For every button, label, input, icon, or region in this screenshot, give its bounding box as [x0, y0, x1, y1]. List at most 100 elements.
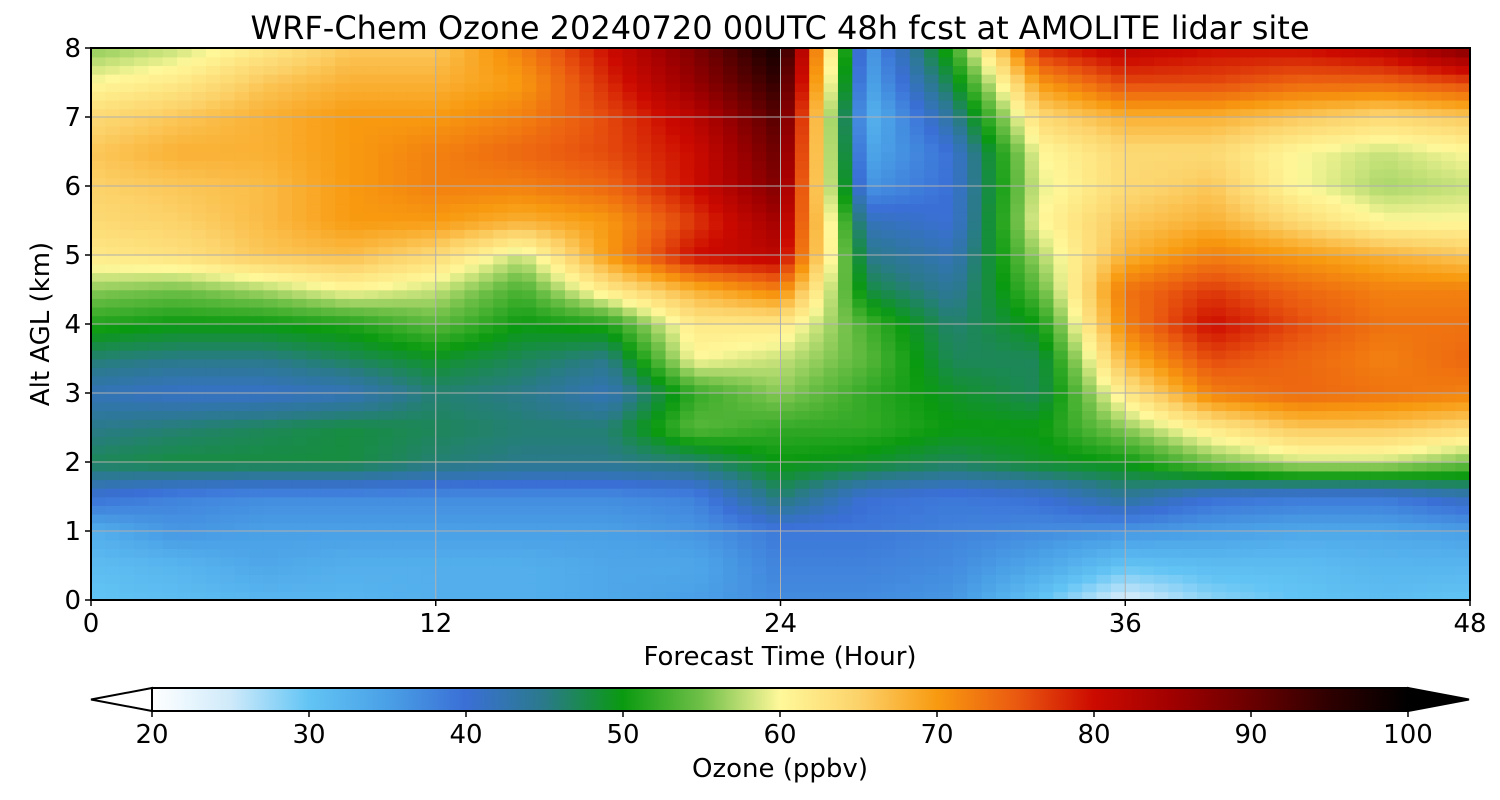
- heatmap-cell: [1182, 462, 1198, 472]
- heatmap-cell: [1082, 315, 1098, 325]
- heatmap-cell: [536, 393, 552, 403]
- heatmap-cell: [177, 298, 193, 308]
- heatmap-cell: [521, 177, 538, 187]
- heatmap-cell: [1096, 479, 1112, 489]
- heatmap-cell: [277, 349, 293, 360]
- heatmap-cell: [995, 487, 1012, 498]
- heatmap-cell: [1125, 315, 1141, 325]
- heatmap-cell: [450, 522, 466, 532]
- heatmap-cell: [292, 375, 308, 386]
- heatmap-cell: [521, 531, 538, 541]
- heatmap-cell: [579, 539, 595, 550]
- heatmap-cell: [220, 479, 236, 489]
- heatmap-cell: [363, 91, 380, 101]
- heatmap-cell: [1053, 151, 1069, 161]
- heatmap-cell: [1024, 246, 1040, 256]
- heatmap-cell: [478, 496, 494, 506]
- heatmap-cell: [995, 306, 1012, 317]
- heatmap-cell: [177, 513, 193, 524]
- heatmap-cell: [205, 298, 222, 308]
- heatmap-cell: [450, 462, 466, 472]
- heatmap-cell: [751, 556, 767, 567]
- heatmap-cell: [134, 401, 150, 412]
- heatmap-cell: [306, 73, 322, 84]
- heatmap-cell: [1197, 289, 1213, 299]
- heatmap-cell: [507, 306, 523, 317]
- heatmap-cell: [565, 73, 581, 84]
- heatmap-cell: [320, 65, 336, 75]
- heatmap-cell: [967, 263, 983, 274]
- heatmap-cell: [105, 211, 121, 222]
- heatmap-cell: [220, 237, 236, 248]
- heatmap-cell: [737, 324, 753, 334]
- heatmap-cell: [292, 91, 308, 101]
- heatmap-cell: [1024, 177, 1040, 187]
- heatmap-cell: [335, 117, 351, 127]
- heatmap-cell: [794, 418, 811, 429]
- heatmap-cell: [1053, 358, 1069, 368]
- heatmap-cell: [895, 453, 911, 463]
- heatmap-cell: [191, 82, 207, 92]
- heatmap-cell: [565, 470, 581, 481]
- heatmap-cell: [263, 539, 279, 550]
- heatmap-cell: [579, 73, 595, 84]
- heatmap-cell: [1139, 401, 1155, 412]
- heatmap-cell: [507, 203, 523, 213]
- heatmap-cell: [191, 117, 207, 127]
- heatmap-cell: [536, 186, 552, 196]
- heatmap-cell: [378, 332, 394, 343]
- heatmap-cell: [536, 418, 552, 429]
- heatmap-cell: [651, 177, 667, 187]
- heatmap-cell: [234, 186, 250, 196]
- heatmap-cell: [708, 505, 724, 515]
- heatmap-cell: [1024, 367, 1040, 377]
- heatmap-cell: [220, 384, 236, 394]
- heatmap-cell: [593, 401, 609, 412]
- heatmap-cell: [823, 56, 839, 67]
- heatmap-cell: [751, 410, 767, 420]
- heatmap-cell: [1067, 211, 1083, 222]
- heatmap-cell: [435, 160, 451, 170]
- heatmap-cell: [1082, 341, 1098, 351]
- heatmap-cell: [435, 539, 451, 550]
- heatmap-cell: [1039, 436, 1055, 446]
- heatmap-cell: [866, 393, 882, 403]
- heatmap-cell: [823, 470, 839, 481]
- heatmap-cell: [794, 332, 811, 343]
- heatmap-cell: [751, 496, 767, 506]
- heatmap-cell: [536, 56, 552, 67]
- heatmap-cell: [148, 134, 164, 144]
- heatmap-cell: [1182, 505, 1198, 515]
- heatmap-cell: [1197, 462, 1213, 472]
- heatmap-cell: [837, 332, 854, 343]
- heatmap-cell: [593, 117, 609, 127]
- heatmap-cell: [1053, 186, 1069, 196]
- heatmap-cell: [320, 246, 336, 256]
- heatmap-cell: [105, 574, 121, 584]
- heatmap-cell: [177, 289, 193, 299]
- heatmap-cell: [335, 48, 351, 58]
- heatmap-cell: [521, 298, 538, 308]
- heatmap-cell: [565, 548, 581, 558]
- heatmap-cell: [565, 48, 581, 58]
- heatmap-cell: [119, 427, 135, 437]
- heatmap-cell: [593, 220, 609, 230]
- heatmap-cell: [119, 73, 135, 84]
- heatmap-cell: [622, 91, 638, 101]
- heatmap-cell: [608, 427, 624, 437]
- heatmap-cell: [651, 237, 667, 248]
- heatmap-cell: [1153, 177, 1170, 187]
- heatmap-cell: [622, 237, 638, 248]
- heatmap-cell: [981, 410, 997, 420]
- heatmap-cell: [105, 531, 121, 541]
- heatmap-cell: [1039, 418, 1055, 429]
- heatmap-cell: [205, 582, 222, 593]
- heatmap-cell: [1197, 298, 1213, 308]
- heatmap-cell: [392, 479, 408, 489]
- heatmap-cell: [407, 142, 423, 153]
- heatmap-cell: [521, 436, 538, 446]
- heatmap-cell: [895, 211, 911, 222]
- heatmap-cell: [1067, 229, 1083, 239]
- heatmap-cell: [995, 220, 1012, 230]
- heatmap-cell: [1168, 73, 1184, 84]
